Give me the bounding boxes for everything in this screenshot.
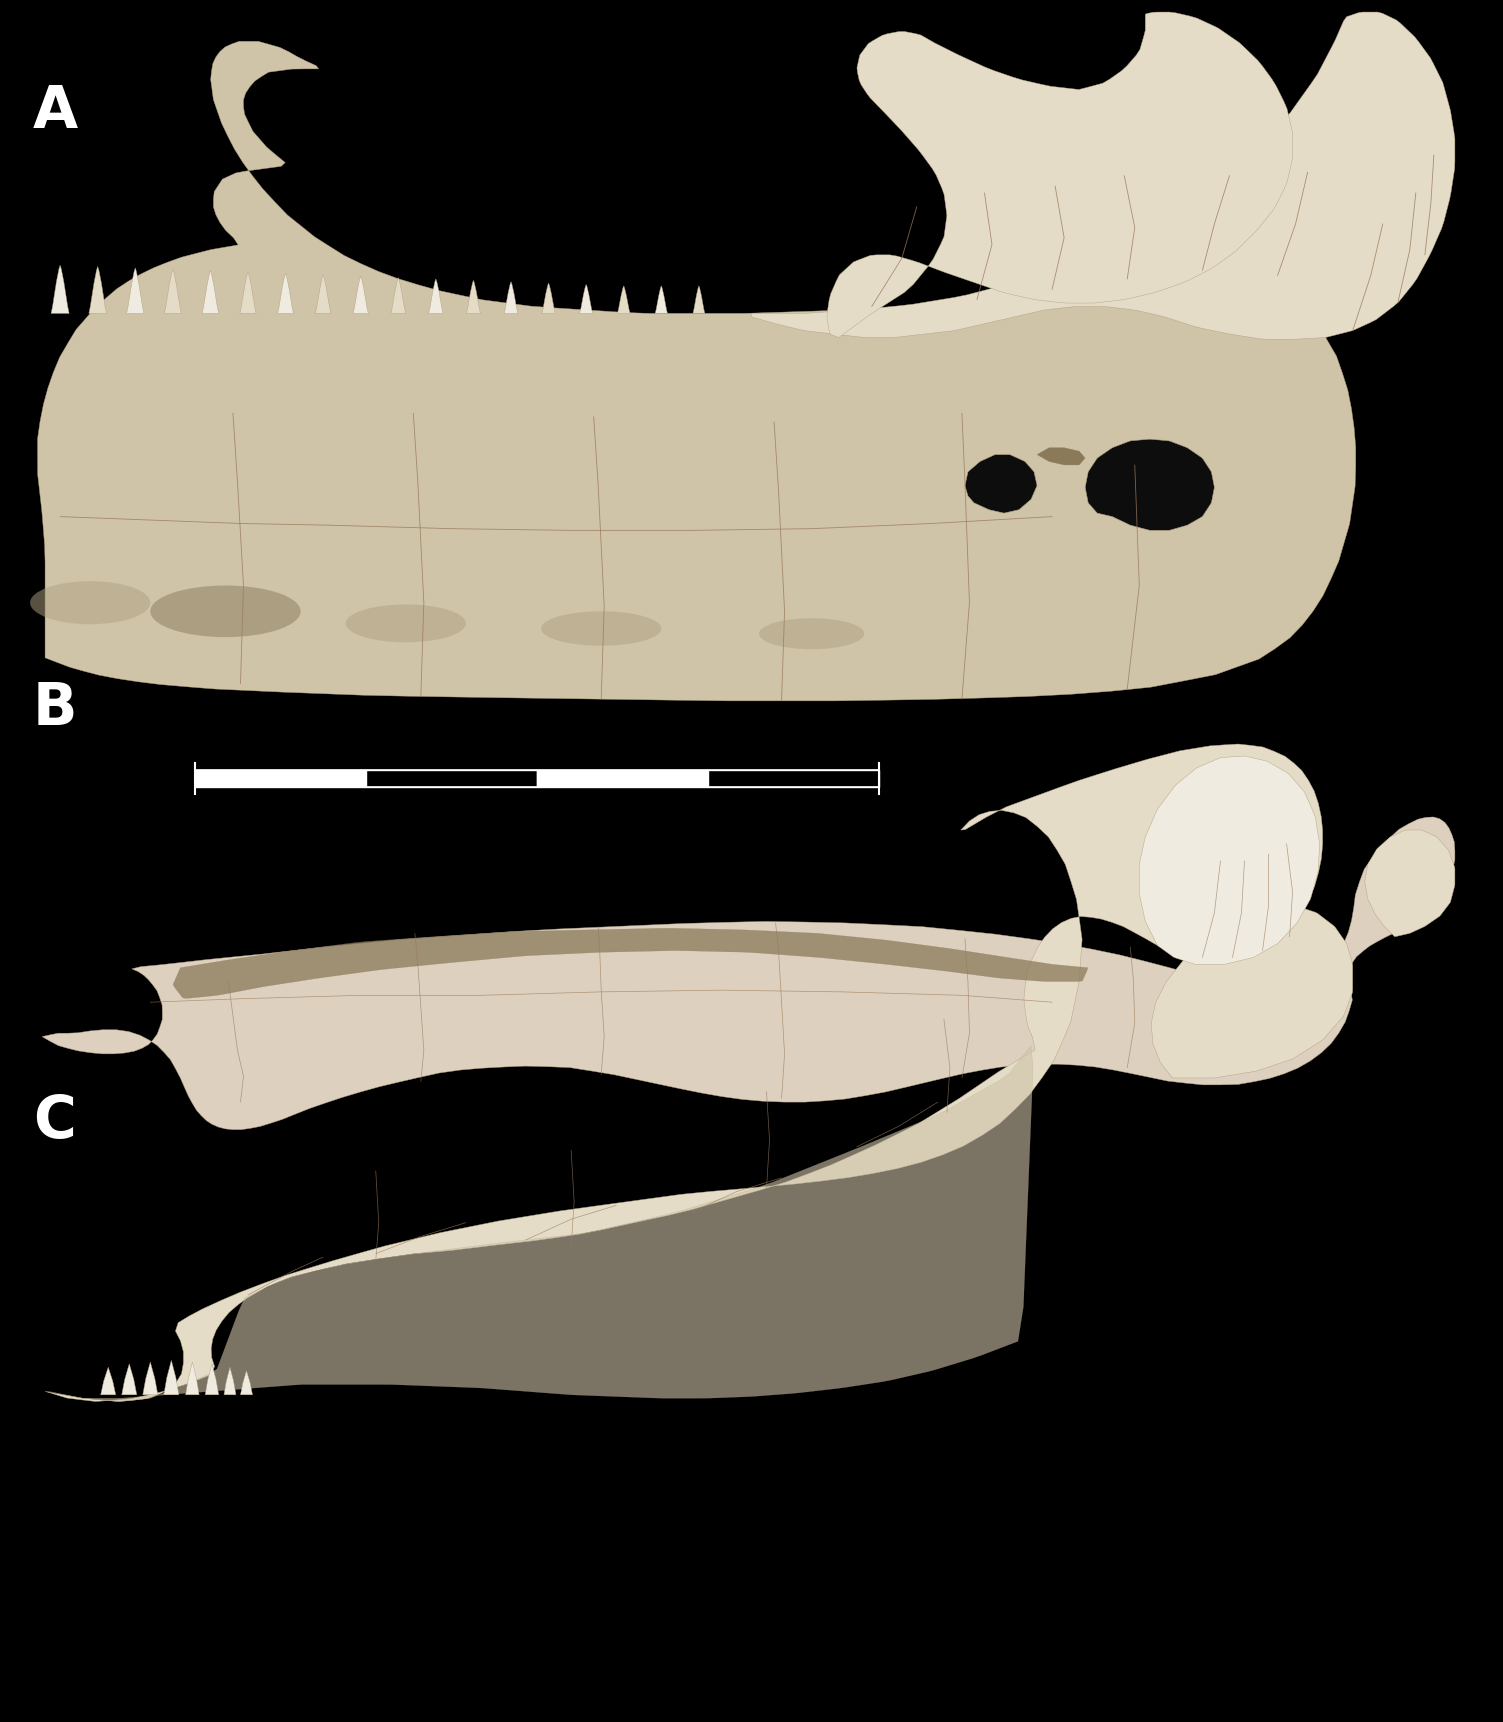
Polygon shape [143,1362,158,1395]
Ellipse shape [30,582,150,625]
Text: A: A [33,83,78,139]
Polygon shape [543,282,555,313]
Bar [195,770,879,787]
Polygon shape [391,277,406,313]
Polygon shape [173,928,1088,999]
Polygon shape [42,816,1455,1130]
Polygon shape [655,286,667,313]
Polygon shape [201,270,219,313]
Text: C: C [33,1093,75,1150]
Polygon shape [204,1364,219,1395]
Polygon shape [1139,756,1320,964]
Polygon shape [1037,448,1085,465]
Polygon shape [164,269,182,313]
Polygon shape [126,269,144,313]
Polygon shape [504,282,519,313]
Polygon shape [89,267,107,313]
Polygon shape [48,1045,1033,1402]
Polygon shape [278,274,293,313]
Ellipse shape [759,618,864,649]
Polygon shape [580,284,592,313]
Polygon shape [224,1367,236,1395]
Bar [538,770,708,787]
Polygon shape [164,1360,179,1395]
Polygon shape [240,1371,253,1395]
Polygon shape [38,41,1356,701]
Bar [708,770,879,787]
Polygon shape [752,12,1455,339]
Polygon shape [353,276,368,313]
Polygon shape [1085,439,1214,530]
Polygon shape [122,1364,137,1395]
Polygon shape [51,265,69,313]
Polygon shape [240,272,256,313]
Polygon shape [186,1362,198,1395]
Ellipse shape [150,585,301,637]
Polygon shape [965,455,1037,513]
Polygon shape [45,744,1323,1402]
Polygon shape [316,276,331,313]
Polygon shape [827,12,1293,338]
Polygon shape [101,1367,116,1395]
Polygon shape [1151,906,1353,1078]
Polygon shape [693,286,705,313]
Text: B: B [33,680,78,737]
Ellipse shape [346,604,466,642]
Polygon shape [428,279,443,313]
Bar [367,770,538,787]
Ellipse shape [541,611,661,646]
Polygon shape [1365,830,1455,937]
Polygon shape [466,281,481,313]
Bar [195,770,367,787]
Polygon shape [618,286,630,313]
